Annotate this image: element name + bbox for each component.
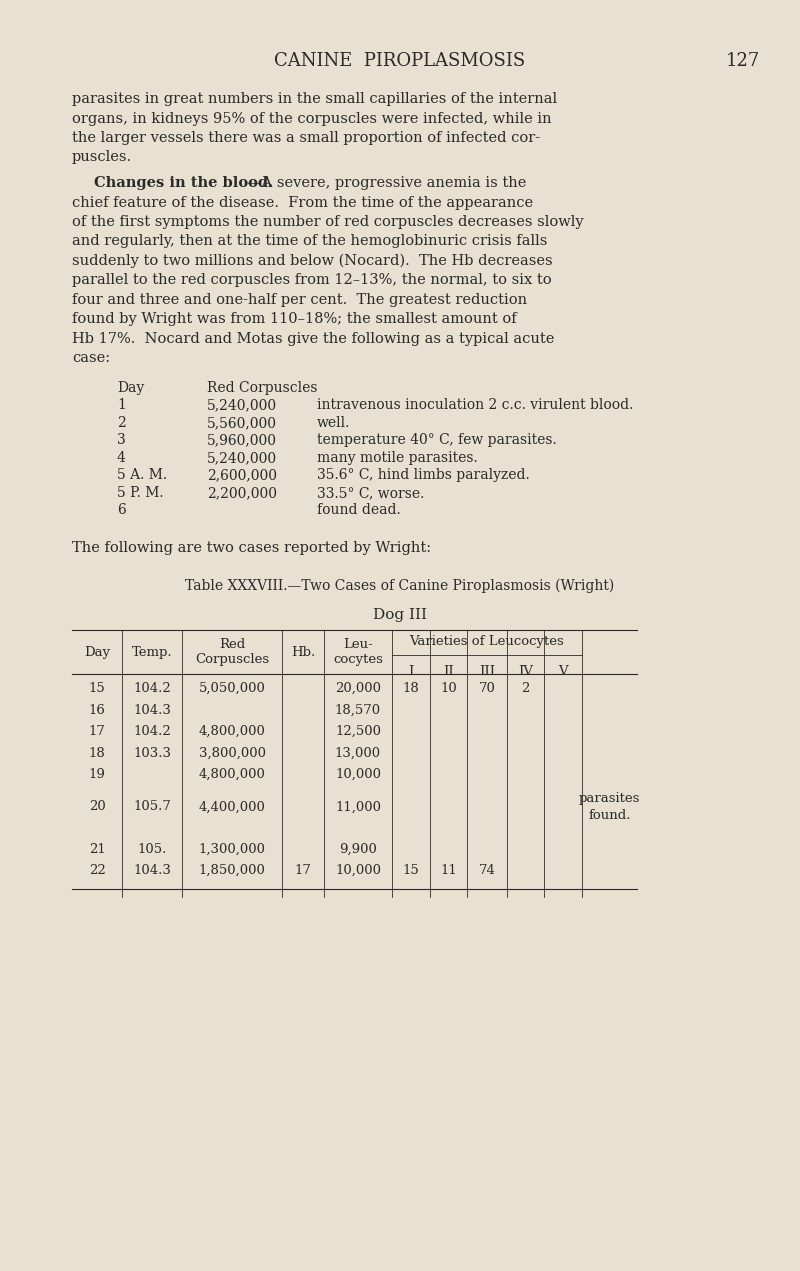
- Text: suddenly to two millions and below (Nocard).  The Hb decreases: suddenly to two millions and below (Noca…: [72, 254, 553, 268]
- Text: organs, in kidneys 95% of the corpuscles were infected, while in: organs, in kidneys 95% of the corpuscles…: [72, 112, 552, 126]
- Text: 2,600,000: 2,600,000: [207, 469, 277, 483]
- Text: Dog III: Dog III: [373, 608, 427, 622]
- Text: Corpuscles: Corpuscles: [195, 653, 269, 666]
- Text: 15: 15: [89, 683, 106, 695]
- Text: CANINE  PIROPLASMOSIS: CANINE PIROPLASMOSIS: [274, 52, 526, 70]
- Text: 11,000: 11,000: [335, 801, 381, 813]
- Text: I: I: [408, 666, 414, 679]
- Text: 5,560,000: 5,560,000: [207, 416, 277, 430]
- Text: III: III: [479, 666, 495, 679]
- Text: 103.3: 103.3: [133, 747, 171, 760]
- Text: 17: 17: [89, 726, 106, 738]
- Text: 74: 74: [478, 864, 495, 877]
- Text: IV: IV: [518, 666, 533, 679]
- Text: well.: well.: [317, 416, 350, 430]
- Text: 4,400,000: 4,400,000: [198, 801, 266, 813]
- Text: 2: 2: [522, 683, 530, 695]
- Text: 5,050,000: 5,050,000: [198, 683, 266, 695]
- Text: 1,850,000: 1,850,000: [198, 864, 266, 877]
- Text: 12,500: 12,500: [335, 726, 381, 738]
- Text: 5 P. M.: 5 P. M.: [117, 486, 164, 500]
- Text: 4,800,000: 4,800,000: [198, 726, 266, 738]
- Text: parasites in great numbers in the small capillaries of the internal: parasites in great numbers in the small …: [72, 92, 557, 105]
- Text: 2: 2: [117, 416, 126, 430]
- Text: Hb.: Hb.: [291, 647, 315, 660]
- Text: parasites: parasites: [579, 793, 640, 806]
- Text: 4,800,000: 4,800,000: [198, 768, 266, 782]
- Text: 5 A. M.: 5 A. M.: [117, 469, 167, 483]
- Text: 3,800,000: 3,800,000: [198, 747, 266, 760]
- Text: four and three and one-half per cent.  The greatest reduction: four and three and one-half per cent. Th…: [72, 294, 527, 308]
- Text: temperature 40° C, few parasites.: temperature 40° C, few parasites.: [317, 433, 557, 447]
- Text: Hb 17%.  Nocard and Motas give the following as a typical acute: Hb 17%. Nocard and Motas give the follow…: [72, 332, 554, 346]
- Text: 6: 6: [117, 503, 126, 517]
- Text: 22: 22: [89, 864, 106, 877]
- Text: Varieties of Leucocytes: Varieties of Leucocytes: [410, 636, 564, 648]
- Text: found dead.: found dead.: [317, 503, 401, 517]
- Text: 17: 17: [294, 864, 311, 877]
- Text: intravenous inoculation 2 c.c. virulent blood.: intravenous inoculation 2 c.c. virulent …: [317, 399, 634, 413]
- Text: 20: 20: [89, 801, 106, 813]
- Text: Temp.: Temp.: [132, 647, 172, 660]
- Text: 18: 18: [402, 683, 419, 695]
- Text: Table XXXVIII.—Two Cases of Canine Piroplasmosis (Wright): Table XXXVIII.—Two Cases of Canine Pirop…: [186, 580, 614, 594]
- Text: chief feature of the disease.  From the time of the appearance: chief feature of the disease. From the t…: [72, 196, 533, 210]
- Text: 2,200,000: 2,200,000: [207, 486, 277, 500]
- Text: parallel to the red corpuscles from 12–13%, the normal, to six to: parallel to the red corpuscles from 12–1…: [72, 273, 552, 287]
- Text: 4: 4: [117, 451, 126, 465]
- Text: 5,240,000: 5,240,000: [207, 399, 277, 413]
- Text: 35.6° C, hind limbs paralyzed.: 35.6° C, hind limbs paralyzed.: [317, 469, 530, 483]
- Text: cocytes: cocytes: [333, 653, 383, 666]
- Text: 10: 10: [440, 683, 457, 695]
- Text: 105.: 105.: [138, 843, 166, 855]
- Text: 18: 18: [89, 747, 106, 760]
- Text: 13,000: 13,000: [335, 747, 381, 760]
- Text: II: II: [443, 666, 454, 679]
- Text: 1: 1: [117, 399, 126, 413]
- Text: the larger vessels there was a small proportion of infected cor-: the larger vessels there was a small pro…: [72, 131, 540, 145]
- Text: 16: 16: [89, 704, 106, 717]
- Text: 33.5° C, worse.: 33.5° C, worse.: [317, 486, 424, 500]
- Text: 105.7: 105.7: [133, 801, 171, 813]
- Text: puscles.: puscles.: [72, 150, 132, 164]
- Text: case:: case:: [72, 352, 110, 366]
- Text: The following are two cases reported by Wright:: The following are two cases reported by …: [72, 541, 431, 555]
- Text: 104.2: 104.2: [133, 683, 171, 695]
- Text: —A severe, progressive anemia is the: —A severe, progressive anemia is the: [247, 175, 526, 189]
- Text: 18,570: 18,570: [335, 704, 381, 717]
- Text: Changes in the blood.: Changes in the blood.: [94, 175, 273, 189]
- Text: 9,900: 9,900: [339, 843, 377, 855]
- Text: 127: 127: [726, 52, 760, 70]
- Text: Red Corpuscles: Red Corpuscles: [207, 381, 318, 395]
- Text: Leu-: Leu-: [343, 638, 373, 652]
- Text: found by Wright was from 110–18%; the smallest amount of: found by Wright was from 110–18%; the sm…: [72, 313, 517, 327]
- Text: 1,300,000: 1,300,000: [198, 843, 266, 855]
- Text: found.: found.: [588, 810, 630, 822]
- Text: 104.3: 104.3: [133, 704, 171, 717]
- Text: 70: 70: [478, 683, 495, 695]
- Text: 10,000: 10,000: [335, 768, 381, 782]
- Text: 5,960,000: 5,960,000: [207, 433, 277, 447]
- Text: V: V: [558, 666, 568, 679]
- Text: of the first symptoms the number of red corpuscles decreases slowly: of the first symptoms the number of red …: [72, 215, 584, 229]
- Text: 15: 15: [402, 864, 419, 877]
- Text: 104.3: 104.3: [133, 864, 171, 877]
- Text: 19: 19: [89, 768, 106, 782]
- Text: many motile parasites.: many motile parasites.: [317, 451, 478, 465]
- Text: 20,000: 20,000: [335, 683, 381, 695]
- Text: Red: Red: [219, 638, 245, 652]
- Text: 3: 3: [117, 433, 126, 447]
- Text: Day: Day: [84, 647, 110, 660]
- Text: 21: 21: [89, 843, 106, 855]
- Text: 5,240,000: 5,240,000: [207, 451, 277, 465]
- Text: and regularly, then at the time of the hemoglobinuric crisis falls: and regularly, then at the time of the h…: [72, 235, 547, 249]
- Text: 104.2: 104.2: [133, 726, 171, 738]
- Text: 11: 11: [440, 864, 457, 877]
- Text: Day: Day: [117, 381, 144, 395]
- Text: 10,000: 10,000: [335, 864, 381, 877]
